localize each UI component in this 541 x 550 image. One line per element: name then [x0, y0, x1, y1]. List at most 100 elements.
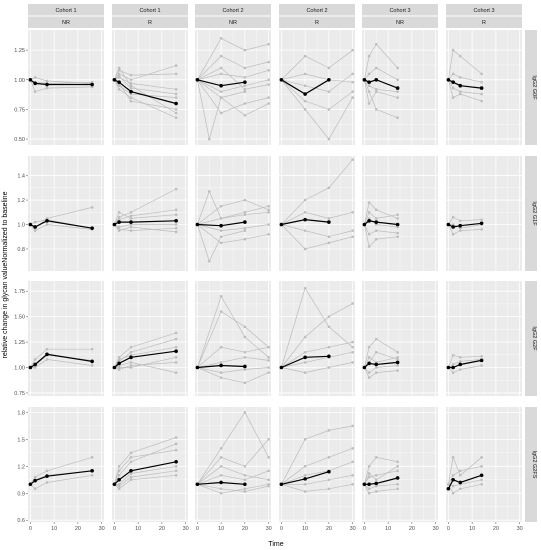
individual-point [33, 475, 37, 479]
mean-point [129, 89, 133, 94]
individual-point [480, 456, 483, 459]
individual-point [480, 72, 483, 76]
individual-point [243, 335, 247, 339]
individual-point [90, 206, 94, 209]
individual-point [129, 214, 133, 218]
individual-point [117, 484, 121, 488]
individual-point [351, 302, 354, 305]
individual-point [174, 226, 178, 230]
individual-point [267, 69, 270, 72]
individual-point [303, 108, 307, 111]
column-strip-response-label: R [482, 20, 486, 26]
individual-point [174, 442, 178, 446]
individual-point [174, 116, 178, 120]
individual-series-line [281, 73, 353, 83]
individual-point [174, 92, 178, 96]
column-strip-cohort-label: Cohort 1 [55, 8, 76, 14]
individual-point [367, 90, 371, 93]
mean-point [395, 86, 400, 90]
individual-point [480, 228, 483, 231]
individual-series-line [197, 295, 269, 368]
individual-series-line [281, 425, 353, 485]
individual-point [458, 92, 462, 96]
individual-point [243, 478, 247, 482]
individual-point [129, 99, 133, 103]
individual-point [219, 491, 223, 495]
x-tick-label: 30 [433, 526, 439, 532]
individual-point [174, 208, 178, 212]
mean-series-line [364, 477, 398, 485]
row-strip [525, 30, 537, 145]
mean-series-line [448, 359, 482, 369]
individual-point [45, 223, 49, 226]
individual-point [327, 429, 331, 432]
individual-point [219, 371, 223, 374]
individual-point [267, 345, 270, 349]
individual-point [243, 368, 247, 371]
mean-point [243, 80, 247, 84]
individual-point [267, 469, 270, 473]
mean-point [219, 363, 223, 368]
individual-point [219, 294, 223, 298]
mean-point [33, 362, 37, 367]
individual-series-line [364, 79, 398, 92]
individual-point [374, 229, 378, 232]
individual-point [33, 366, 37, 369]
y-tick-label: 1.75 [14, 289, 25, 295]
individual-point [45, 481, 49, 484]
individual-point [174, 361, 178, 364]
individual-point [351, 48, 354, 52]
y-tick-label: 1.50 [14, 315, 25, 321]
individual-point [90, 85, 94, 89]
individual-point [458, 76, 462, 79]
individual-series-line [281, 79, 353, 140]
individual-point [374, 217, 378, 220]
individual-point [303, 490, 307, 493]
individual-series-line [364, 79, 398, 105]
individual-point [267, 60, 270, 64]
mean-series-line [448, 222, 482, 228]
individual-point [396, 213, 399, 217]
mean-point [279, 365, 284, 370]
individual-point [303, 473, 307, 477]
individual-series-line [448, 354, 482, 368]
individual-series-line [30, 456, 93, 485]
individual-point [174, 436, 178, 439]
individual-point [451, 363, 455, 366]
individual-series-line [364, 484, 398, 494]
individual-point [396, 364, 399, 367]
individual-point [327, 235, 331, 239]
individual-point [367, 217, 371, 220]
y-axis-title: relative change in glycan valueNormalize… [2, 191, 9, 358]
x-tick-label: 20 [242, 526, 248, 532]
individual-point [451, 72, 455, 76]
individual-point [267, 102, 270, 105]
individual-point [129, 217, 133, 220]
individual-point [374, 90, 378, 93]
individual-point [367, 371, 371, 374]
individual-series-line [448, 483, 482, 494]
individual-series-line [114, 346, 177, 368]
individual-series-line [281, 341, 353, 368]
individual-point [396, 350, 399, 354]
individual-point [219, 361, 223, 364]
individual-point [33, 220, 37, 224]
individual-point [480, 80, 483, 84]
individual-point [480, 478, 483, 482]
individual-point [129, 86, 133, 90]
mean-series-line [30, 79, 93, 86]
individual-point [351, 482, 354, 486]
y-tick-label: 0.50 [14, 137, 25, 143]
mean-point [327, 469, 331, 474]
individual-series-line [364, 483, 398, 490]
individual-point [396, 66, 399, 70]
x-tick-label: 0 [196, 526, 199, 532]
individual-series-line [197, 224, 245, 263]
individual-point [367, 475, 371, 479]
individual-point [351, 350, 354, 354]
mean-point [451, 365, 455, 370]
individual-point [174, 356, 178, 359]
individual-point [219, 72, 223, 76]
individual-point [129, 475, 133, 479]
